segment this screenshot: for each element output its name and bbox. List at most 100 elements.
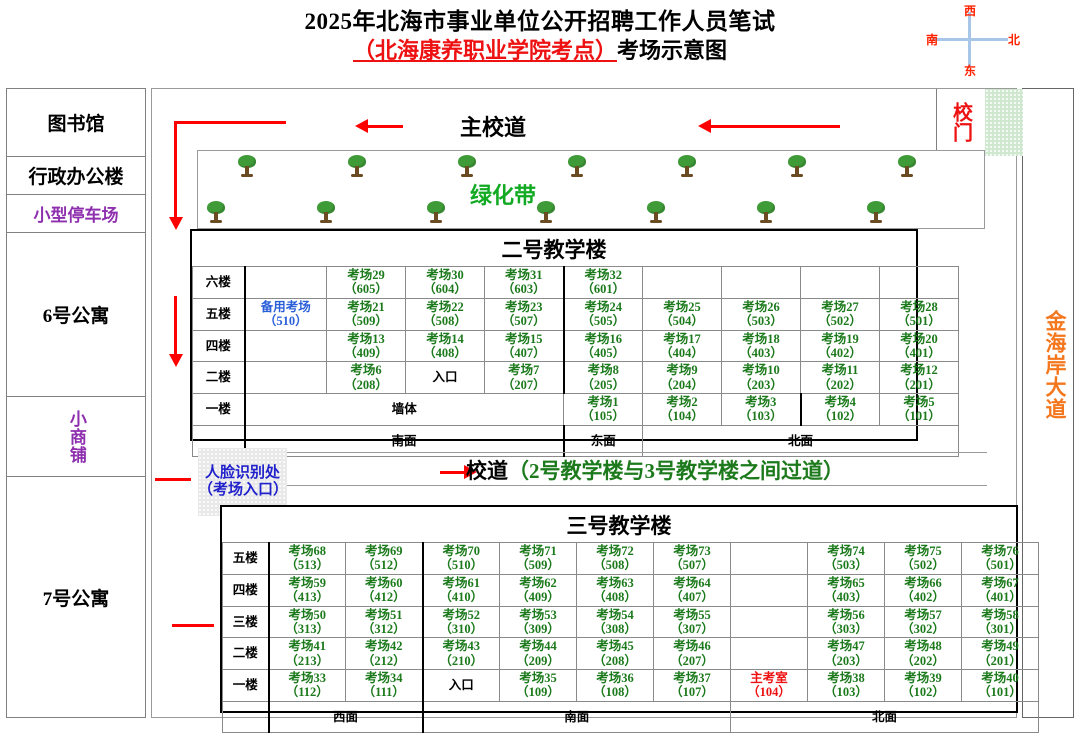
room-cell: 考场13 （409） <box>326 329 406 363</box>
room-cell: 考场19 （402） <box>800 329 880 363</box>
room-cell: 考场40 （101） <box>961 669 1039 702</box>
room-name: 考场59 <box>288 575 326 590</box>
room-code: （307） <box>670 621 714 636</box>
gate-green-area <box>985 89 1023 156</box>
room-code: （407） <box>670 590 714 605</box>
room-cell: 考场32 （601） <box>562 266 643 299</box>
room-code: （508） <box>593 558 637 573</box>
room-name: 考场10 <box>742 363 780 378</box>
room-cell: 考场56 （303） <box>807 605 885 639</box>
room-cell: 考场35 （109） <box>499 669 577 702</box>
facility-cell-1: 图书馆 <box>7 89 145 157</box>
main-road-arrow-1-head <box>355 119 368 133</box>
room-cell: 考场54 （308） <box>576 605 654 639</box>
room-cell: 考场72 （508） <box>576 542 654 575</box>
room-code: （505） <box>581 314 626 329</box>
room-name: 考场25 <box>663 299 701 314</box>
room-name: 考场28 <box>900 299 938 314</box>
room-name: 考场39 <box>904 671 942 685</box>
room-name: 考场54 <box>596 607 634 622</box>
room-code: （510） <box>263 314 308 329</box>
floor-label: 二楼 <box>222 637 269 670</box>
room-name: 考场64 <box>673 575 711 590</box>
facility-cell-4: 6号公寓 <box>7 233 145 397</box>
room-cell: 考场69 （512） <box>345 542 423 575</box>
room-cell: 考场66 （402） <box>884 573 962 607</box>
room-cell: 考场6 （208） <box>326 361 406 394</box>
room-cell: 备用考场（510） <box>243 297 327 331</box>
room-name: 考场51 <box>364 607 403 622</box>
page-title: 2025年北海市事业单位公开招聘工作人员笔试 （北海康养职业学院考点）考场示意图 <box>0 8 1080 64</box>
room-cell: 考场15 （407） <box>484 329 564 363</box>
room-name: 考场7 <box>508 363 540 378</box>
room-code: （201） <box>978 653 1022 668</box>
room-code: （301） <box>978 621 1022 636</box>
room-cell: 考场29 （605） <box>326 266 406 299</box>
room-name: 考场20 <box>900 331 938 346</box>
room-name: 考场31 <box>504 268 543 282</box>
room-cell: 考场21 （509） <box>326 297 406 331</box>
room-name: 考场58 <box>981 607 1019 622</box>
room-name: 考场21 <box>347 299 385 314</box>
campus-road-band <box>287 452 987 486</box>
entry-arrow-horizontal <box>174 121 286 124</box>
green-belt-band <box>197 150 985 229</box>
room-code: （107） <box>670 685 714 700</box>
room-code: （603） <box>501 282 546 297</box>
room-code: （501） <box>978 558 1022 573</box>
room-cell: 考场22 （508） <box>405 297 485 331</box>
room-cell: 入口 <box>405 361 485 394</box>
floor-label: 四楼 <box>192 329 245 363</box>
empty-cell <box>243 329 327 363</box>
room-name: 考场35 <box>519 671 557 685</box>
school-gate-label: 校门 <box>949 102 972 142</box>
room-name: 考场17 <box>663 331 701 346</box>
room-cell: 考场43 （210） <box>421 637 500 670</box>
room-cell: 考场25 （504） <box>642 297 722 331</box>
main-road-arrow-2-head <box>698 119 711 133</box>
room-cell: 考场57 （302） <box>884 605 962 639</box>
room-cell: 考场41 （213） <box>267 637 346 670</box>
room-name: 考场70 <box>442 544 480 558</box>
room-name: 考场11 <box>821 363 859 378</box>
room-name: 考场66 <box>904 575 942 590</box>
compass-label-bottom: 东 <box>964 64 977 78</box>
empty-cell <box>730 637 808 670</box>
room-cell: 考场53 （309） <box>499 605 577 639</box>
room-cell: 考场36 （108） <box>576 669 654 702</box>
compass-label-left: 南 <box>926 33 939 47</box>
room-cell: 入口 <box>421 669 500 702</box>
room-code: （507） <box>670 558 714 573</box>
room-cell: 考场10 （203） <box>721 361 801 394</box>
floor-label: 五楼 <box>222 542 269 575</box>
building-side-label: 北面 <box>642 424 959 457</box>
school-gate-cell: 校门 <box>936 89 984 156</box>
floor-row: 二楼 考场41 （213） 考场42 （212） 考场43 （210） 考场44 （209） 考场… <box>222 637 1039 670</box>
room-name: 考场18 <box>742 331 780 346</box>
campus-road-label: 校道（2号教学楼与3号教学楼之间过道） <box>466 455 844 485</box>
building-side-label: 南面 <box>243 424 564 457</box>
room-name: 考场14 <box>426 331 464 346</box>
room-name: 考场69 <box>364 544 403 558</box>
room-cell: 考场28 （501） <box>879 297 959 331</box>
tree-icon <box>568 155 586 177</box>
room-code: （504） <box>660 314 704 329</box>
room-cell: 考场8 （205） <box>562 361 643 394</box>
room-code: （202） <box>901 653 945 668</box>
room-code: （308） <box>593 621 637 636</box>
tree-icon <box>788 155 806 177</box>
room-code: （509） <box>344 314 388 329</box>
floor-row: 一楼 墙体 考场1 （105） 考场2 （104） 考场3 （103） 考场4 （102） 考场5 （… <box>192 393 959 426</box>
room-code: （310） <box>439 621 484 636</box>
room-cell: 考场3 （103） <box>721 393 801 426</box>
room-cell: 考场12 （201） <box>879 361 959 394</box>
room-cell: 考场75 （502） <box>884 542 962 575</box>
room-code: （101） <box>978 685 1022 700</box>
facility-label: 7号公寓 <box>42 588 110 610</box>
room-name: 考场12 <box>900 363 938 378</box>
room-name: 考场41 <box>288 639 326 654</box>
avenue-label: 金海岸大道 <box>1043 310 1067 420</box>
room-cell: 考场17 （404） <box>642 329 722 363</box>
building3-entry-tick <box>172 624 214 627</box>
room-name: 考场5 <box>903 395 935 409</box>
